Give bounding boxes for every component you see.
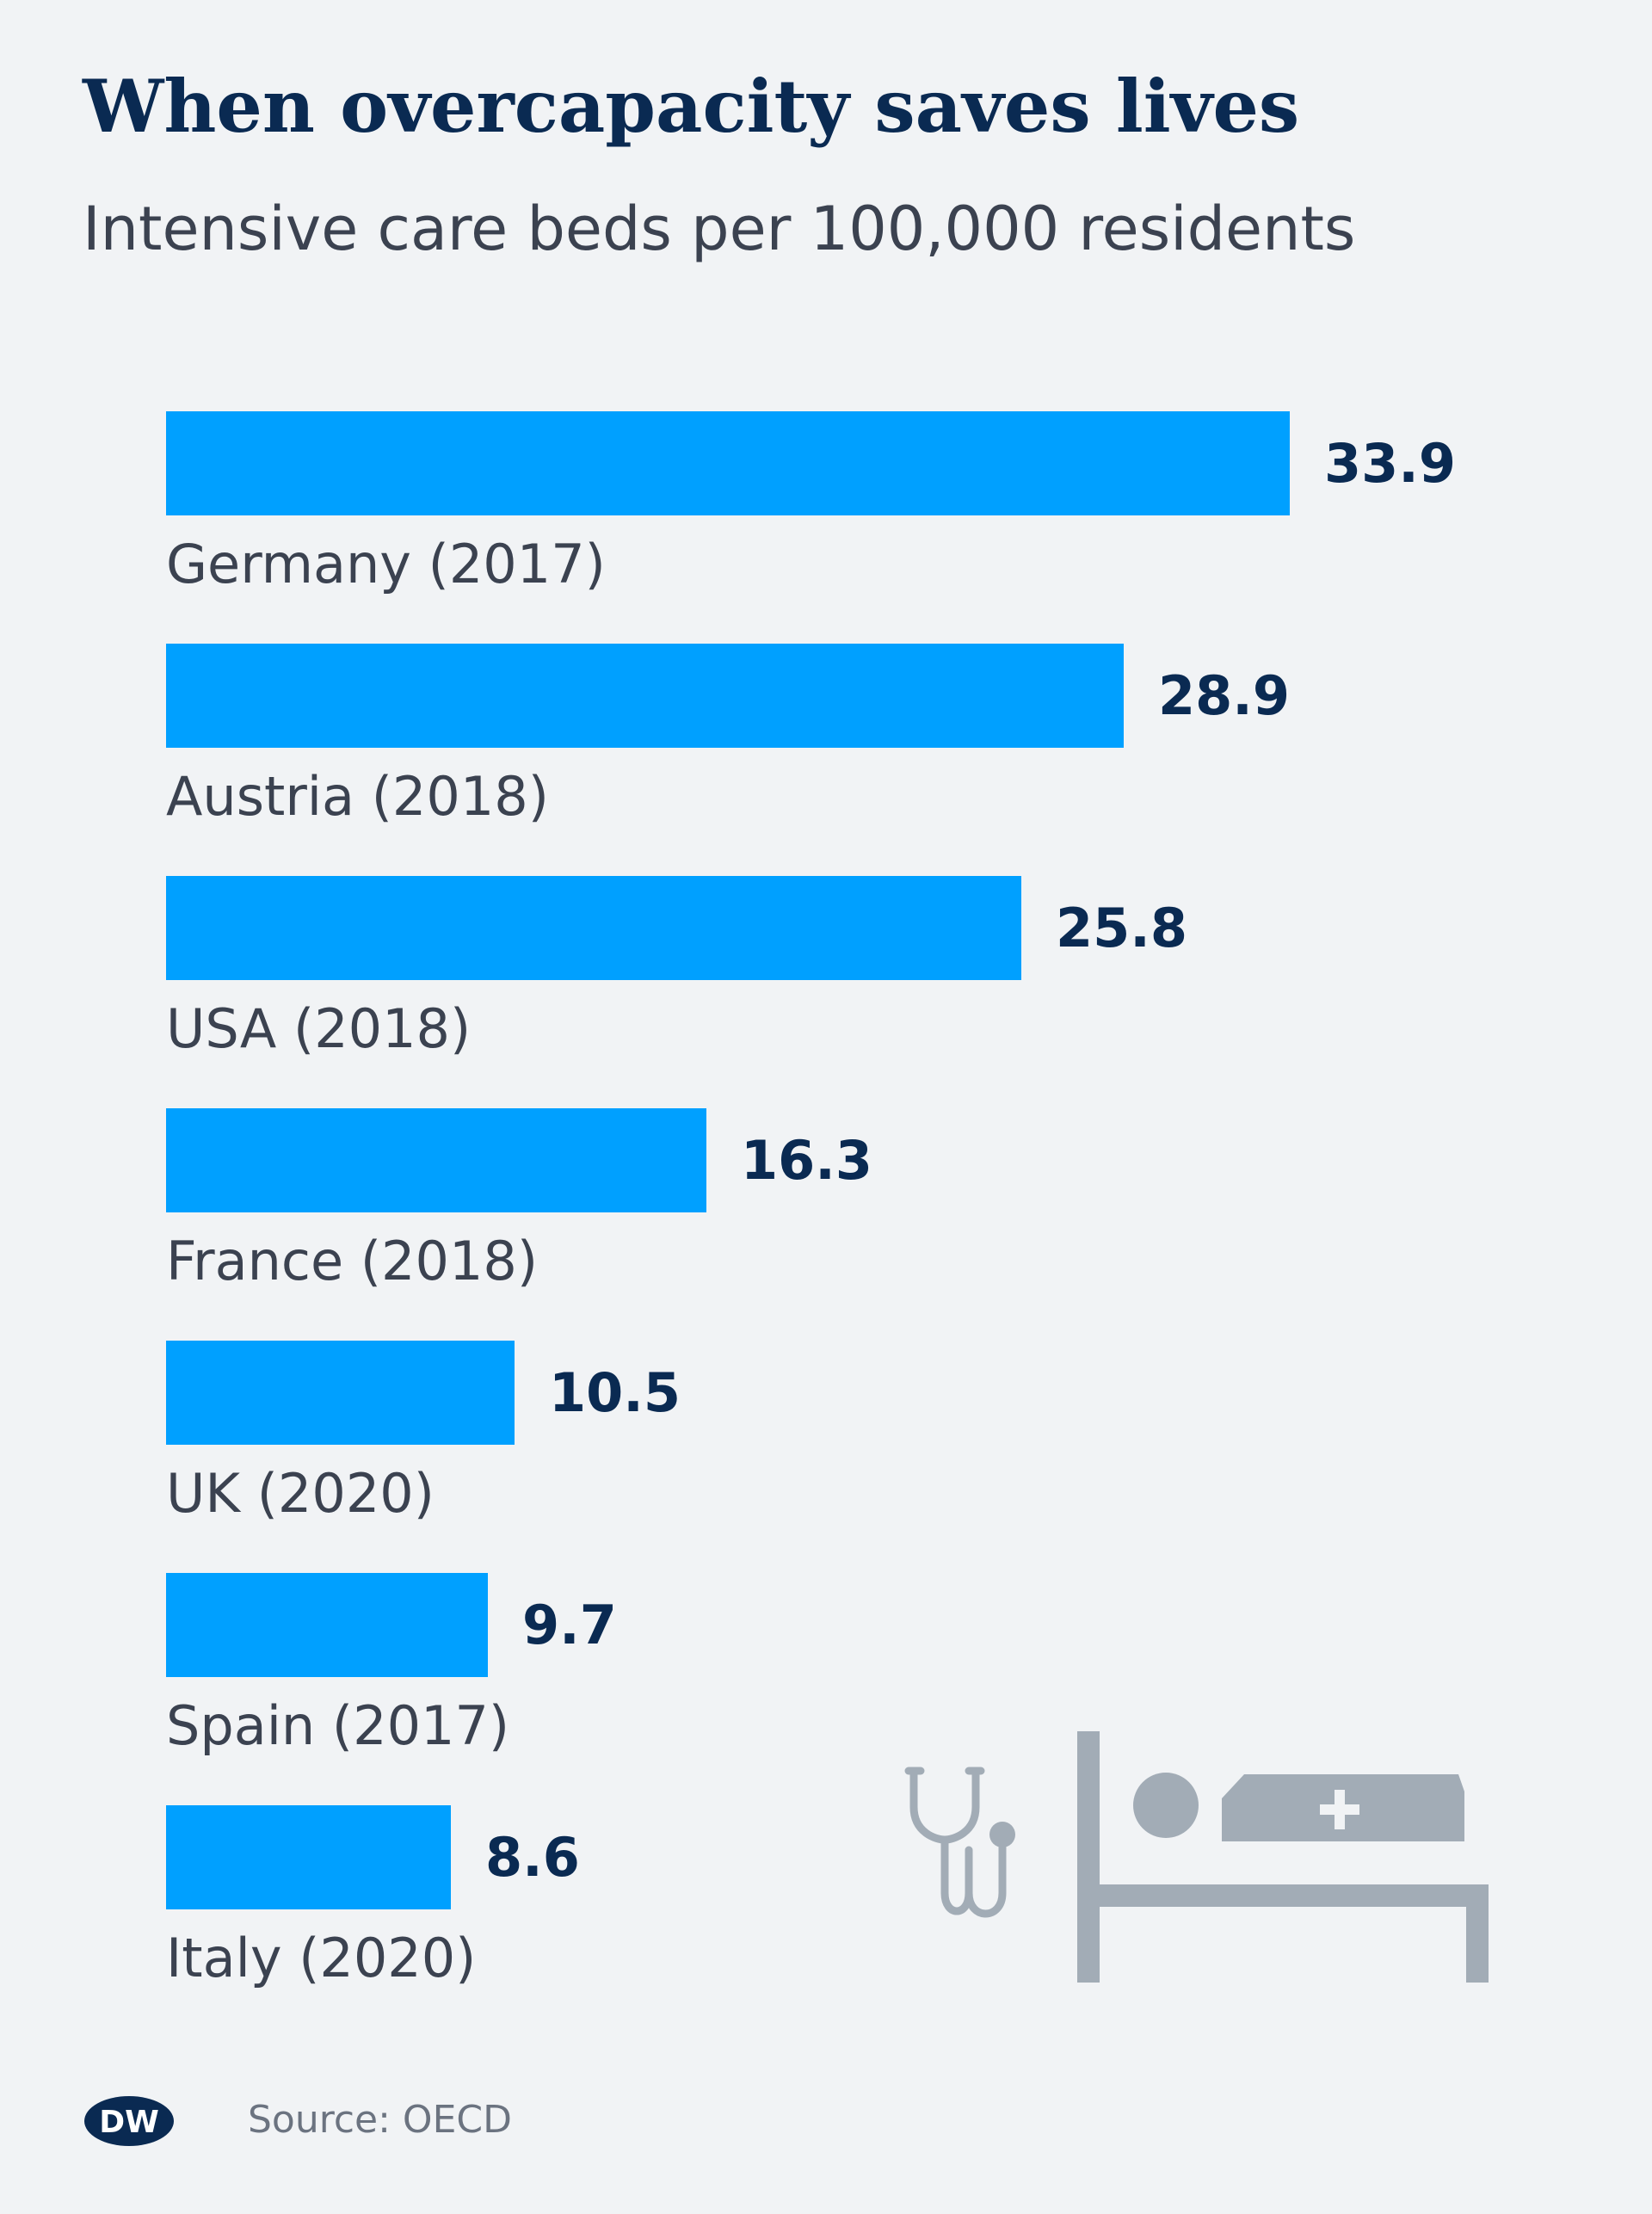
source-text: Source: OECD: [248, 2098, 512, 2142]
stethoscope-icon: [904, 1767, 1015, 1918]
bar: [166, 1108, 706, 1212]
bar-value-label: 25.8: [1056, 896, 1187, 959]
category-label: France (2018): [166, 1230, 539, 1292]
bar-value-label: 9.7: [522, 1593, 617, 1656]
category-label: Austria (2018): [166, 765, 549, 828]
bar-value-label: 8.6: [485, 1825, 580, 1889]
category-label: UK (2020): [166, 1462, 435, 1525]
category-label: USA (2018): [166, 997, 472, 1060]
bar: [166, 1805, 451, 1909]
bar: [166, 411, 1290, 515]
bar-chart: 33.9 Germany (2017) 28.9 Austria (2018) 25.8…: [166, 411, 1456, 1989]
chart-subtitle: Intensive care beds per 100,000 resident…: [83, 194, 1356, 264]
category-label: Spain (2017): [166, 1694, 510, 1757]
hospital-illustration: [904, 1731, 1489, 1983]
dw-logo: DW: [84, 2096, 174, 2146]
svg-text:DW: DW: [99, 2105, 159, 2140]
bar-value-label: 16.3: [741, 1128, 872, 1192]
hospital-bed-icon: [1077, 1731, 1489, 1983]
bar: [166, 1341, 515, 1445]
bar: [166, 1573, 488, 1677]
category-label: Italy (2020): [166, 1927, 477, 1989]
chart-title: When overcapacity saves lives: [83, 64, 1300, 149]
bar-value-label: 28.9: [1158, 663, 1290, 727]
bar-value-label: 10.5: [549, 1360, 681, 1424]
category-label: Germany (2017): [166, 533, 606, 595]
bar: [166, 644, 1124, 748]
bar-value-label: 33.9: [1324, 431, 1456, 495]
bar: [166, 876, 1021, 980]
